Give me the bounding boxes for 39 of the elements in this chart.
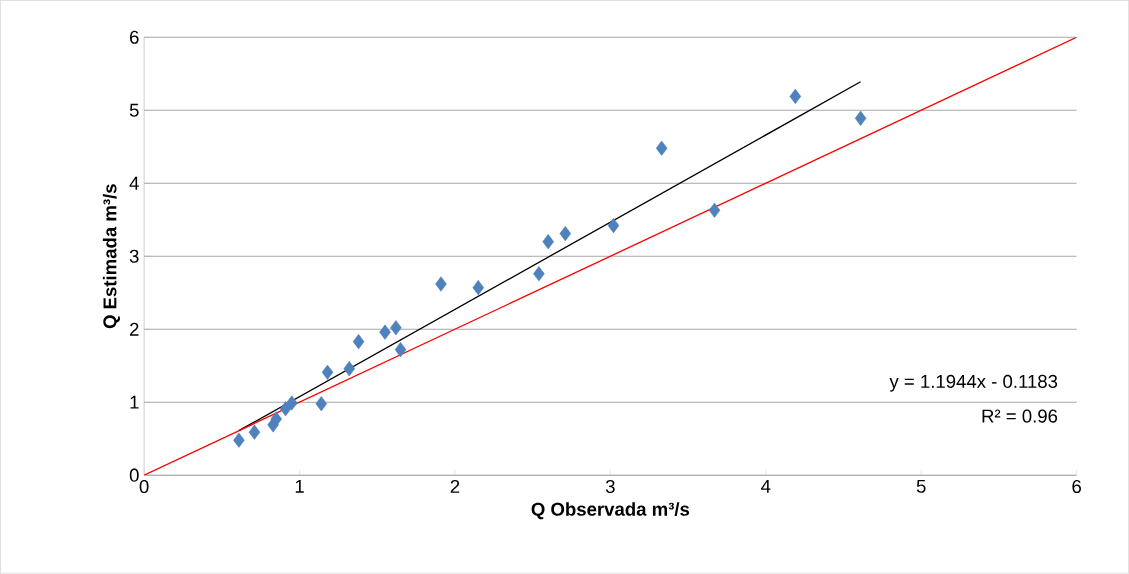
y-tick-label: 4: [129, 177, 139, 190]
annotation: R² = 0.96: [982, 409, 1058, 423]
point: [394, 342, 407, 358]
x-tick-label: 1: [295, 480, 304, 493]
point: [379, 324, 391, 340]
point: [655, 140, 668, 156]
point: [286, 395, 298, 411]
point: [472, 280, 485, 296]
annotation: y = 1.1944x - 0.1183: [889, 374, 1058, 392]
x-tick-label: 2: [450, 480, 460, 494]
point: [321, 364, 334, 381]
y-tick-label: 5: [129, 103, 139, 117]
point: [343, 361, 356, 377]
x-tick-label: 5: [916, 480, 926, 494]
x-axis-title: Q Observada m³/s: [531, 502, 690, 520]
x-tick-label: 4: [761, 480, 771, 493]
y-tick-label: 3: [129, 249, 139, 263]
y-tick-label: 0: [129, 468, 139, 482]
point: [854, 110, 867, 127]
x-tick-label: 6: [1072, 480, 1081, 494]
y-tick-label: 2: [130, 322, 139, 336]
y-tick-label: 1: [130, 396, 139, 409]
point: [352, 334, 365, 350]
point: [390, 320, 402, 336]
x-tick-label: 0: [139, 480, 149, 494]
x-tick-label: 3: [605, 480, 615, 494]
point: [315, 396, 328, 412]
point: [533, 266, 545, 282]
y-axis-title: Q Estimada m³/s: [102, 184, 120, 329]
point: [559, 226, 572, 242]
point: [789, 88, 802, 105]
point: [435, 276, 447, 292]
point: [607, 218, 620, 234]
point: [233, 432, 245, 448]
y-tick-label: 6: [130, 30, 139, 45]
point: [542, 234, 554, 250]
point: [279, 401, 292, 417]
point: [708, 202, 721, 218]
point: [248, 424, 261, 440]
